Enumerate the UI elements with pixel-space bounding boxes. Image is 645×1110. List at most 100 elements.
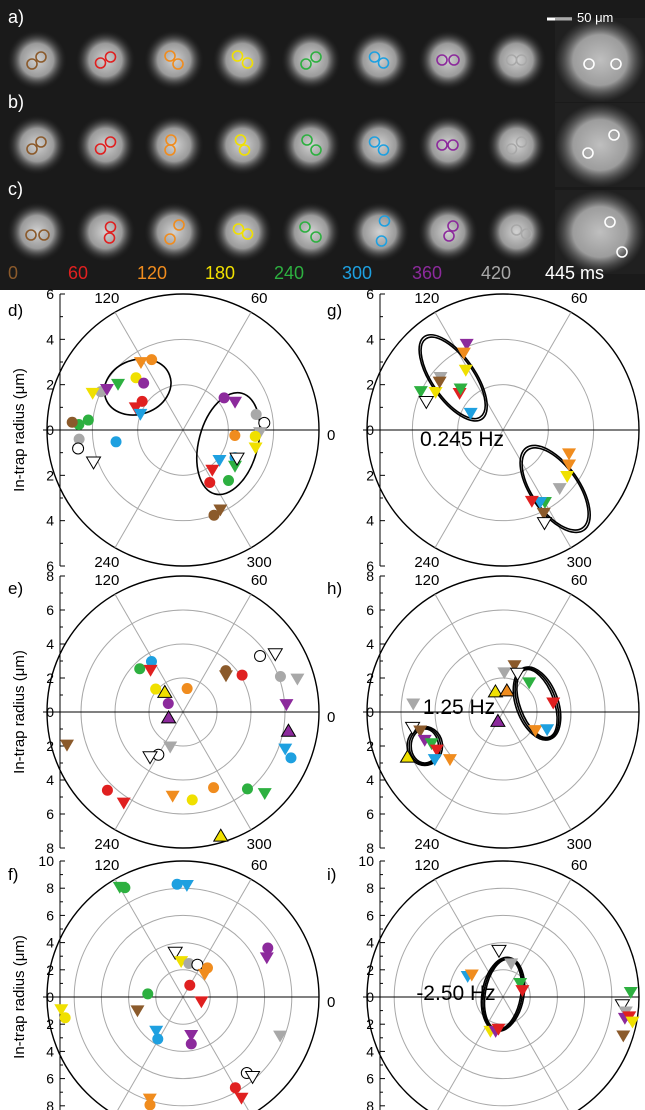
data-point-triangle-down [116, 797, 131, 810]
polar-panel: i)1206002403001086420246810-2.50 Hz [327, 853, 640, 1110]
panel-label: i) [327, 865, 336, 884]
trajectory-curve [418, 333, 488, 422]
data-point-circle [119, 882, 131, 894]
data-point-circle [236, 669, 248, 681]
data-point-triangle-down [540, 724, 555, 737]
data-point-triangle-down [142, 751, 158, 765]
data-point-triangle-down [257, 788, 272, 801]
particle-circle [231, 50, 244, 62]
data-point-triangle-down [562, 459, 577, 472]
data-point-triangle-down [179, 879, 194, 892]
y-tick-label: 4 [366, 1043, 374, 1059]
data-point-circle [152, 1033, 164, 1045]
y-tick-label: 4 [46, 331, 54, 347]
data-point-triangle-down [85, 387, 100, 400]
data-point-triangle-down [418, 395, 435, 410]
data-point-circle [208, 782, 220, 794]
data-point-circle [285, 752, 297, 764]
data-point-triangle-down [497, 667, 512, 680]
data-point-triangle-down [99, 383, 114, 396]
time-label: 300 [342, 263, 372, 283]
y-axis-title-2: In-trap radius (μm) [11, 650, 28, 774]
particle-circle [378, 215, 391, 227]
data-point-triangle-down [424, 738, 439, 751]
y-tick-label: 8 [366, 880, 374, 896]
particle-circle [368, 51, 381, 63]
data-point-triangle-down [259, 952, 274, 965]
frame-blob-large [555, 190, 645, 274]
data-point-triangle-down [165, 790, 180, 803]
trajectory-curve [512, 666, 562, 741]
frame-blob [144, 115, 204, 175]
particle-circle [104, 136, 117, 148]
data-point-circle [258, 416, 271, 429]
y-axis-title-3: In-trap radius (μm) [11, 935, 28, 1059]
frame-blob [281, 202, 341, 262]
y-tick-label: 4 [46, 772, 54, 788]
data-point-triangle-down [227, 460, 242, 473]
angle-label: 120 [414, 572, 439, 589]
angle-label: 300 [567, 554, 592, 571]
polar-panel: f)1206002403001086420246810 [8, 853, 335, 1110]
data-point-triangle-down [432, 376, 447, 389]
data-point-triangle-down [560, 471, 575, 483]
y-tick-label: 6 [46, 602, 54, 618]
data-point-circle [110, 436, 122, 448]
angle-label: 240 [94, 836, 119, 853]
data-point-triangle-down [623, 986, 638, 999]
data-point-circle [262, 942, 274, 954]
y-tick-label: 10 [358, 853, 374, 869]
data-point-triangle-down [625, 1016, 640, 1029]
frame-blob [75, 30, 136, 90]
particle-circle [94, 57, 107, 69]
y-tick-label: 6 [366, 907, 374, 923]
panel-label: d) [8, 301, 23, 320]
particle-circle [436, 139, 448, 151]
data-point-triangle-down [253, 427, 268, 439]
data-point-triangle-down [413, 725, 428, 738]
data-point-triangle-down [513, 978, 528, 990]
frame-blob [486, 115, 547, 175]
data-point-circle [142, 988, 154, 1000]
time-label: 120 [137, 263, 167, 283]
data-point-triangle-down [205, 464, 220, 477]
y-tick-label: 4 [366, 772, 374, 788]
data-point-triangle-down [130, 1005, 145, 1018]
data-point-triangle-down [458, 364, 473, 377]
data-point-circle [254, 650, 267, 663]
data-point-triangle-down [194, 996, 209, 1009]
data-point-triangle-up [156, 684, 173, 698]
data-point-triangle-down [464, 969, 479, 982]
data-point-triangle-down [128, 402, 143, 415]
panel-label: e) [8, 579, 23, 598]
y-tick-label: 8 [46, 840, 54, 856]
y-tick-label: 0 [46, 989, 54, 1005]
row-label: c) [8, 179, 23, 199]
y-tick-label: 4 [366, 935, 374, 951]
data-point-circle [171, 878, 183, 890]
data-point-circle [249, 430, 261, 442]
data-point-triangle-down [133, 408, 148, 421]
particle-circle [26, 58, 38, 70]
polar-panel: e) 120 60 0 240 300 8 6 4 2 0 2 4 6 8 [8, 568, 335, 856]
scale-bar-label: 50 μm [577, 10, 613, 25]
y-tick-label: 4 [366, 331, 374, 347]
y-tick-label: 2 [366, 467, 374, 483]
y-tick-label: 0 [366, 989, 374, 1005]
y-tick-label: 2 [46, 467, 54, 483]
particle-circle [520, 228, 533, 240]
frame-blob [486, 202, 547, 262]
frame-blob-large [555, 18, 645, 102]
particle-circle [610, 58, 622, 70]
data-point-circle [181, 683, 193, 695]
particle-circle [515, 54, 528, 66]
angle-label: 120 [94, 572, 119, 589]
particle-circle [172, 58, 184, 70]
particle-circle [241, 228, 254, 240]
particle-circle [35, 51, 47, 63]
angle-label: 300 [247, 554, 272, 571]
y-tick-label: 0 [46, 704, 54, 720]
y-tick-label: 2 [366, 738, 374, 754]
particle-circle [582, 147, 594, 159]
